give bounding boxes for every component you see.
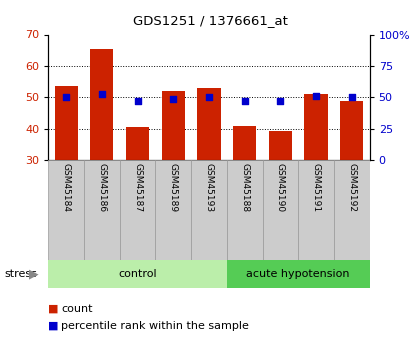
- Text: GSM45184: GSM45184: [62, 164, 71, 213]
- Bar: [298, 160, 334, 260]
- Text: ▶: ▶: [29, 268, 38, 281]
- Text: GSM45193: GSM45193: [205, 164, 213, 213]
- Bar: [233, 126, 256, 160]
- Bar: [269, 130, 292, 160]
- Text: GSM45192: GSM45192: [347, 164, 356, 213]
- Bar: [197, 88, 220, 160]
- Bar: [90, 49, 113, 160]
- Text: ■: ■: [48, 321, 59, 331]
- Bar: [48, 160, 84, 260]
- Bar: [340, 101, 363, 160]
- Bar: [155, 160, 191, 260]
- Text: stress: stress: [4, 269, 37, 279]
- Text: ■: ■: [48, 304, 59, 314]
- Bar: [191, 160, 227, 260]
- Text: GSM45189: GSM45189: [169, 164, 178, 213]
- Text: control: control: [118, 269, 157, 279]
- Point: [206, 95, 212, 100]
- Bar: [334, 160, 370, 260]
- Bar: [162, 91, 185, 160]
- Bar: [84, 160, 120, 260]
- Bar: [262, 160, 298, 260]
- Point: [277, 98, 284, 104]
- Text: GSM45188: GSM45188: [240, 164, 249, 213]
- Point: [170, 96, 177, 101]
- Bar: [48, 260, 227, 288]
- Bar: [227, 260, 370, 288]
- Bar: [304, 94, 328, 160]
- Text: GSM45191: GSM45191: [312, 164, 320, 213]
- Text: GSM45190: GSM45190: [276, 164, 285, 213]
- Bar: [55, 87, 78, 160]
- Point: [63, 95, 70, 100]
- Point: [98, 91, 105, 97]
- Text: GDS1251 / 1376661_at: GDS1251 / 1376661_at: [133, 14, 287, 27]
- Text: GSM45186: GSM45186: [97, 164, 106, 213]
- Text: GSM45187: GSM45187: [133, 164, 142, 213]
- Point: [312, 93, 319, 99]
- Point: [134, 98, 141, 104]
- Text: count: count: [61, 304, 92, 314]
- Bar: [227, 160, 262, 260]
- Text: acute hypotension: acute hypotension: [247, 269, 350, 279]
- Bar: [120, 160, 155, 260]
- Point: [241, 98, 248, 104]
- Point: [349, 95, 355, 100]
- Bar: [126, 127, 149, 160]
- Text: percentile rank within the sample: percentile rank within the sample: [61, 321, 249, 331]
